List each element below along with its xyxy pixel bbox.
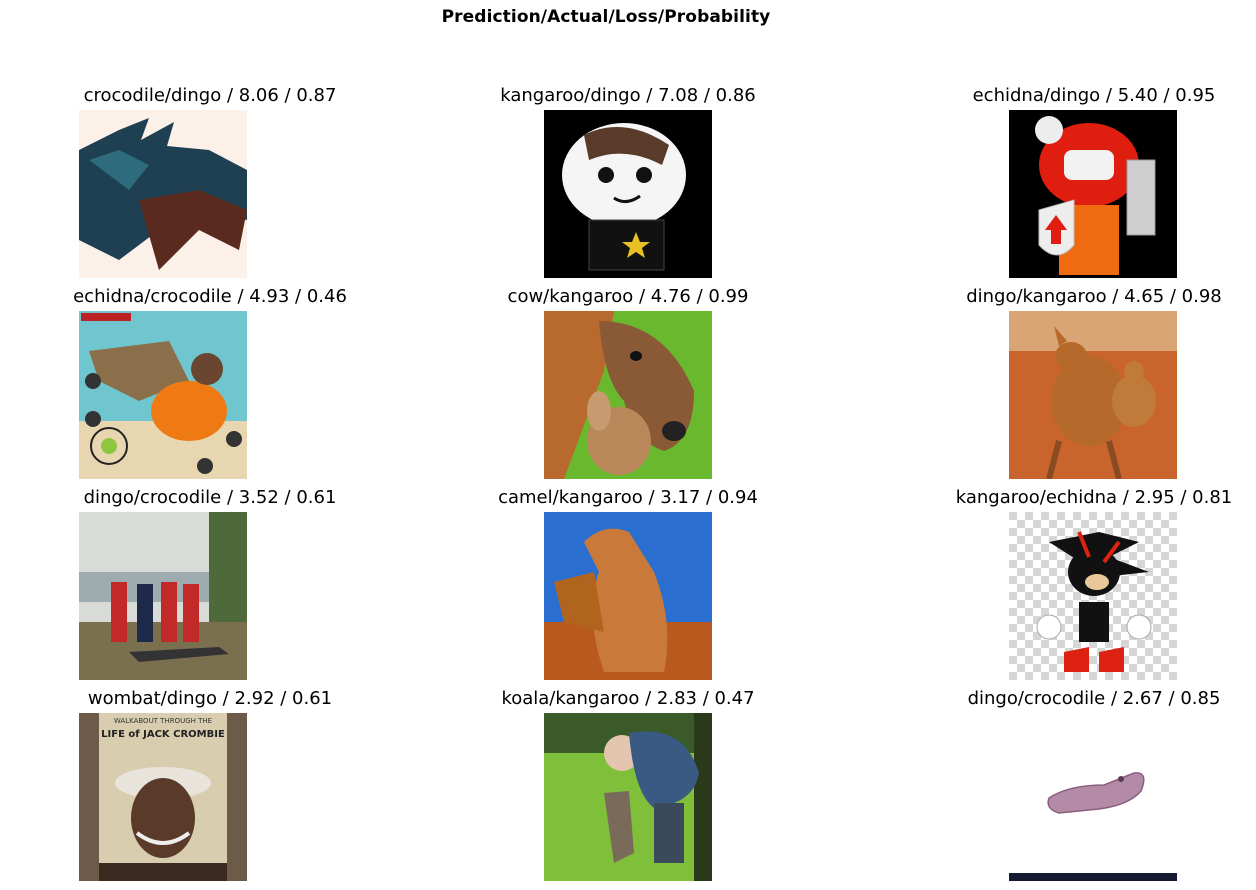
cell-label: dingo/crocodile / 2.67 / 0.85 [967,688,1221,709]
cell-label: koala/kangaroo / 2.83 / 0.47 [501,688,755,709]
image-thumbnail [1009,110,1177,278]
cell-label: kangaroo/echidna / 2.95 / 0.81 [955,487,1233,508]
kangaroo-photo-image [1009,311,1177,479]
image-thumbnail [544,713,712,881]
creature-image [79,110,247,278]
image-thumbnail: WALKABOUT THROUGH THE LIFE of JACK CROMB… [79,713,247,881]
image-thumbnail [1009,713,1177,881]
cell-label: crocodile/dingo / 8.06 / 0.87 [83,85,337,106]
kangaroo-photo-image [544,512,712,680]
people-photo-image [79,512,247,680]
deer-photo-image [544,311,712,479]
image-thumbnail [1009,512,1177,680]
cartoon-image [1009,110,1177,278]
image-thumbnail [79,311,247,479]
cartoon-image [544,110,712,278]
cell-label: dingo/crocodile / 3.52 / 0.61 [83,487,337,508]
game-screenshot-image [79,311,247,479]
image-thumbnail [544,311,712,479]
cell-label: kangaroo/dingo / 7.08 / 0.86 [500,85,756,106]
cell-label: wombat/dingo / 2.92 / 0.61 [87,688,333,709]
image-thumbnail [79,512,247,680]
image-thumbnail [1009,311,1177,479]
cell-label: dingo/kangaroo / 4.65 / 0.98 [966,286,1222,307]
cell-label: cow/kangaroo / 4.76 / 0.99 [507,286,749,307]
image-thumbnail [544,110,712,278]
cell-label: echidna/dingo / 5.40 / 0.95 [972,85,1216,106]
poster-text: LIFE of JACK CROMBIE [101,729,225,740]
poster-text: WALKABOUT THROUGH THE [114,717,212,725]
image-thumbnail [544,512,712,680]
cell-label: camel/kangaroo / 3.17 / 0.94 [498,487,758,508]
image-thumbnail [79,110,247,278]
figure-title: Prediction/Actual/Loss/Probability [441,7,771,27]
cell-label: echidna/crocodile / 4.93 / 0.46 [73,286,347,307]
person-dog-photo-image [544,713,712,881]
crocodile-head-image [1009,713,1177,881]
poster-photo-image: WALKABOUT THROUGH THE LIFE of JACK CROMB… [79,713,247,881]
cartoon-image [1009,512,1177,680]
